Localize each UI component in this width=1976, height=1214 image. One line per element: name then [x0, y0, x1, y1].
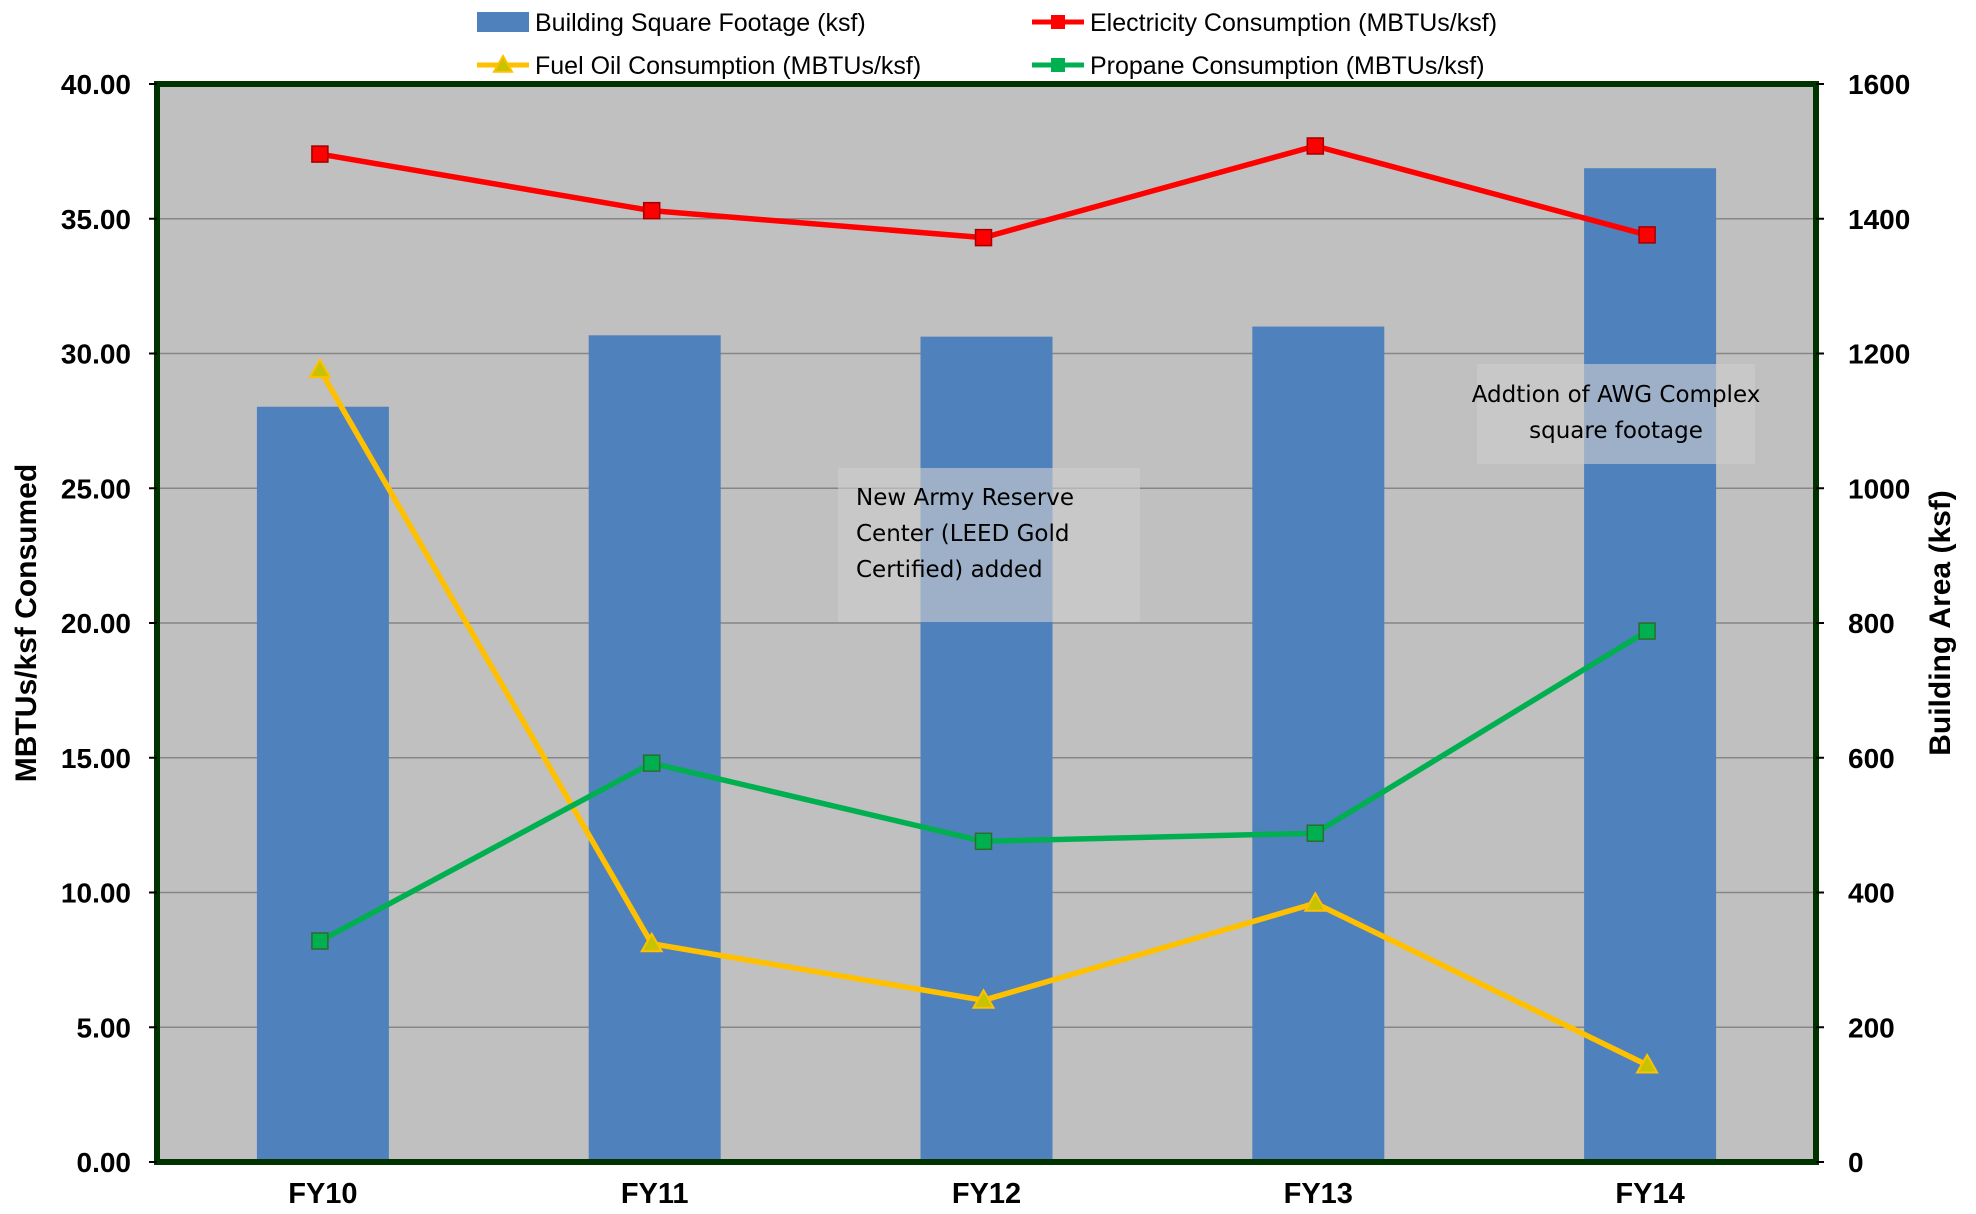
legend-marker [1051, 15, 1065, 29]
legend-item-0: Building Square Footage (ksf) [477, 9, 866, 37]
legend-label: Electricity Consumption (MBTUs/ksf) [1090, 9, 1497, 37]
y2-tick-label: 600 [1848, 743, 1895, 774]
left-axis-title: MBTUs/ksf Consumed [10, 464, 43, 782]
annotation-text: New Army Reserve [856, 485, 1074, 511]
data-point [308, 357, 332, 379]
note-army-reserve: New Army Reserve Center (LEED Gold Certifi… [838, 468, 1140, 622]
y-tick-label: 25.00 [61, 473, 131, 504]
y-tick-label: 30.00 [61, 339, 131, 370]
x-tick-label: FY11 [621, 1178, 689, 1210]
annotations: New Army Reserve Center (LEED Gold Certifi… [838, 364, 1760, 622]
annotation-text: Certified) added [856, 557, 1043, 583]
x-tick-label: FY13 [1284, 1178, 1353, 1210]
data-point [311, 932, 329, 950]
y-tick-label: 20.00 [61, 608, 131, 639]
data-point [1638, 622, 1656, 640]
data-point [1638, 226, 1656, 244]
annotation-text: Center (LEED Gold [856, 521, 1069, 547]
data-point [642, 754, 661, 772]
y2-tick-label: 1000 [1848, 473, 1910, 504]
bar-fy11 [588, 335, 721, 1163]
right-axis-title: Building Area (ksf) [1924, 490, 1957, 756]
annotation-text: Addtion of AWG Complex [1472, 382, 1761, 408]
x-tick-label: FY10 [288, 1178, 357, 1210]
data-point [1306, 824, 1325, 842]
bar-fy10 [256, 406, 389, 1162]
legend-item-1: Electricity Consumption (MBTUs/ksf) [1032, 9, 1497, 37]
x-tick-label: FY14 [1615, 1178, 1684, 1210]
left-axis-ticks: 0.00 5.00 10.00 15.00 20.00 25.00 30.00 35.00 40… [61, 69, 157, 1178]
line-series-0 [311, 137, 1656, 247]
bar-fy12 [920, 336, 1053, 1162]
data-point [1303, 891, 1328, 912]
data-point [971, 988, 996, 1009]
x-tick-label: FY12 [952, 1178, 1021, 1210]
y-tick-label: 35.00 [61, 204, 131, 235]
data-point [1306, 137, 1325, 155]
data-point [642, 201, 661, 220]
y2-tick-label: 0 [1848, 1147, 1864, 1178]
data-point [1635, 1052, 1659, 1074]
legend-item-2: Fuel Oil Consumption (MBTUs/ksf) [477, 52, 921, 80]
legend-label: Building Square Footage (ksf) [535, 9, 866, 37]
y-tick-label: 40.00 [61, 69, 131, 100]
y2-tick-label: 1200 [1848, 339, 1910, 370]
data-point [974, 228, 993, 247]
y-tick-label: 15.00 [61, 743, 131, 774]
line-series-2 [311, 622, 1656, 950]
legend-label: Fuel Oil Consumption (MBTUs/ksf) [535, 52, 921, 80]
data-point [639, 931, 664, 953]
y2-tick-label: 400 [1848, 878, 1895, 909]
legend: Building Square Footage (ksf) Electricity… [477, 9, 1497, 80]
line-series [308, 137, 1659, 1074]
y-tick-label: 10.00 [61, 878, 131, 909]
bar-series [256, 168, 1717, 1163]
legend-item-3: Propane Consumption (MBTUs/ksf) [1032, 52, 1485, 80]
line-series-1 [308, 357, 1659, 1074]
bar-fy14 [1584, 168, 1717, 1162]
y2-tick-label: 1600 [1848, 69, 1910, 100]
data-point [311, 145, 329, 163]
data-point [974, 832, 993, 851]
note-awg: Addtion of AWG Complex square footage [1472, 364, 1761, 464]
y2-tick-label: 1400 [1848, 204, 1910, 235]
annotation-box [1477, 364, 1755, 464]
legend-swatch [477, 12, 529, 32]
annotation-box [838, 468, 1140, 622]
legend-marker [1051, 58, 1065, 72]
y-tick-label: 5.00 [77, 1012, 132, 1043]
legend-label: Propane Consumption (MBTUs/ksf) [1090, 52, 1485, 80]
y2-tick-label: 200 [1848, 1012, 1895, 1043]
y-tick-label: 0.00 [77, 1147, 132, 1178]
right-axis-ticks: 0 200 400 600 800 1000 1200 1400 1600 [1816, 69, 1910, 1178]
bar-fy13 [1252, 326, 1385, 1162]
legend-marker [492, 53, 514, 73]
y2-tick-label: 800 [1848, 608, 1895, 639]
category-axis-ticks: FY10 FY11 FY12 FY13 FY14 [288, 1178, 1685, 1210]
annotation-text: square footage [1529, 418, 1703, 444]
